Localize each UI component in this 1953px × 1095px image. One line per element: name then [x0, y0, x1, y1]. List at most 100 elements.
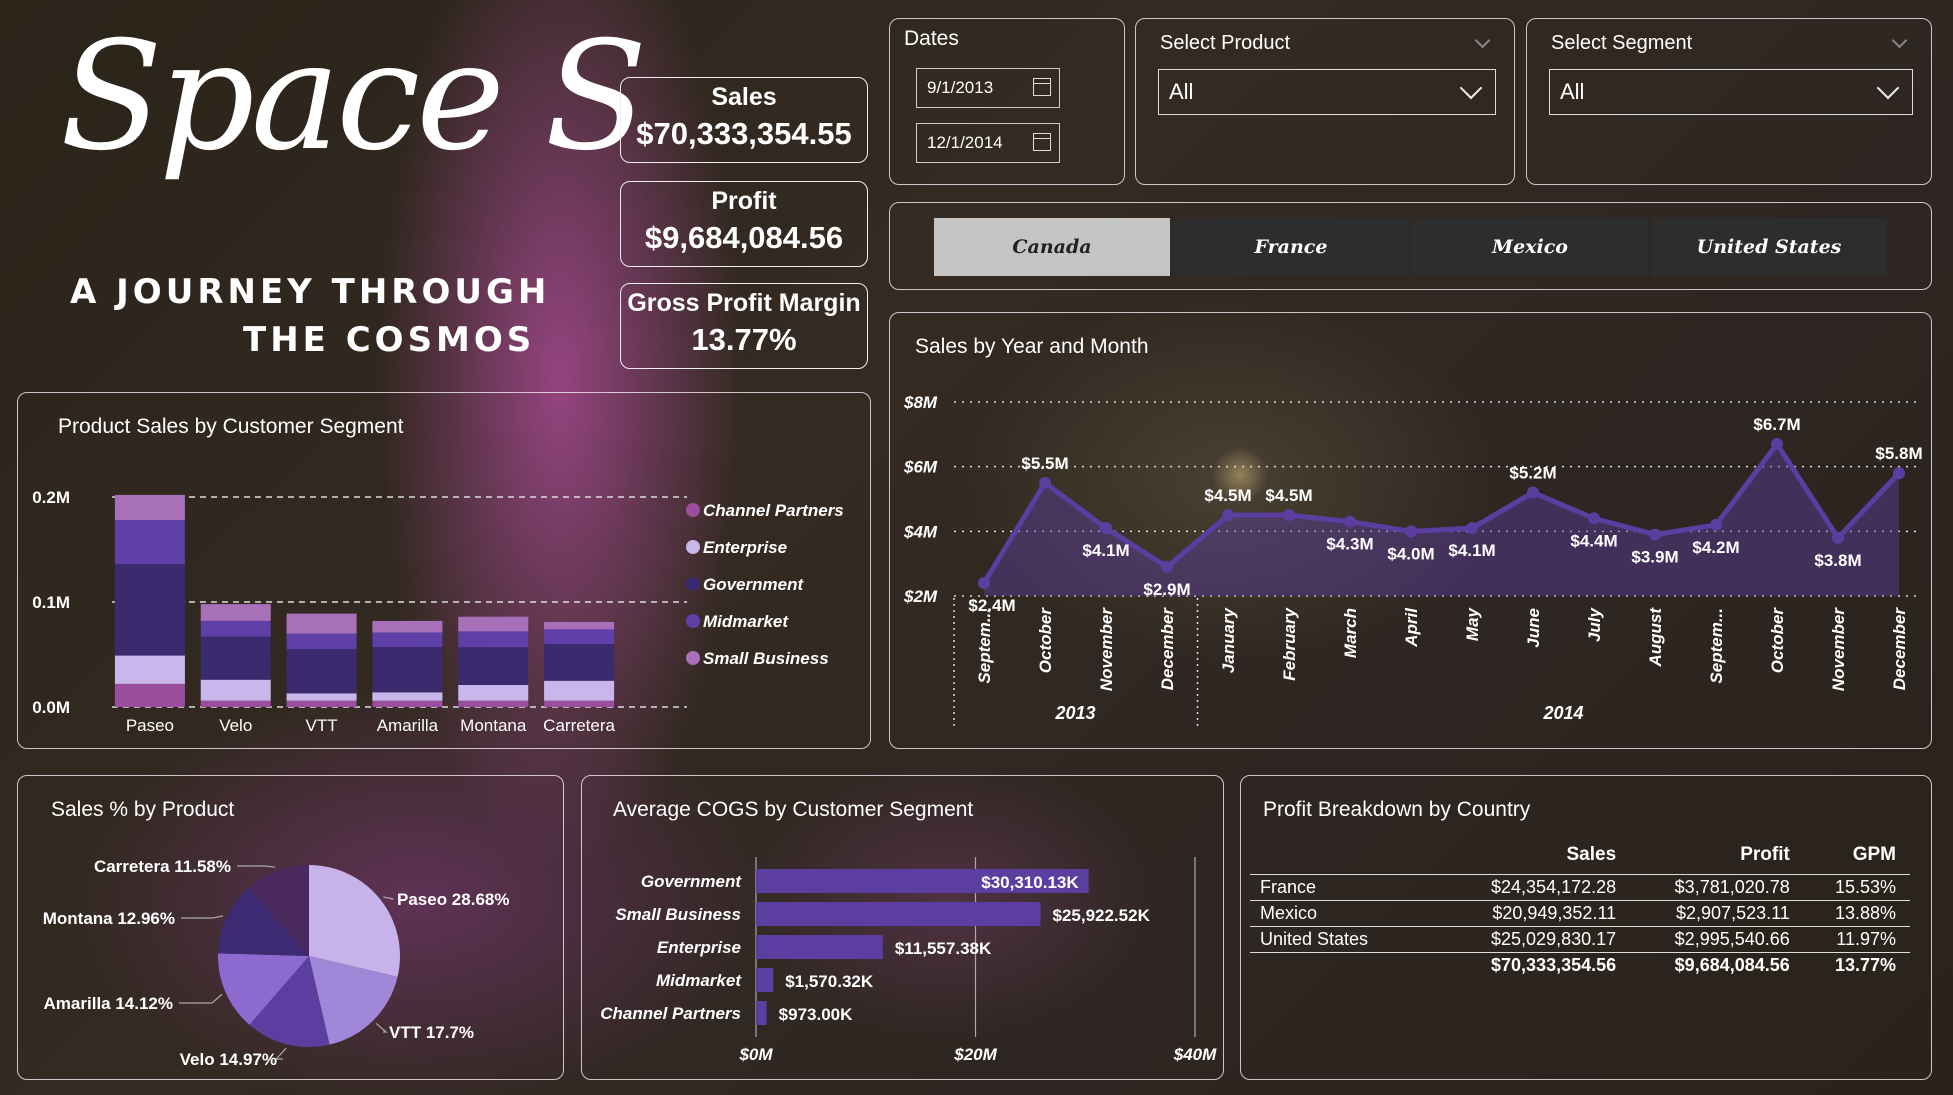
- data-label: $4.5M: [1204, 486, 1251, 505]
- bar-segment: [372, 692, 443, 701]
- bar-segment: [544, 621, 615, 630]
- bar-segment: [286, 649, 357, 694]
- slice-label: Amarilla 14.12%: [44, 994, 173, 1013]
- segment-slicer-title: Select Segment: [1551, 32, 1693, 54]
- table-row: United States $25,029,830.17 $2,995,540.…: [1250, 926, 1910, 953]
- x-tick-label: Velo: [219, 716, 252, 735]
- bar-segment: [372, 700, 443, 707]
- y-tick-label: 0.1M: [32, 593, 70, 612]
- tab-france[interactable]: France: [1173, 218, 1409, 276]
- legend-marker: [686, 614, 700, 628]
- data-label: $4.0M: [1387, 544, 1434, 563]
- chevron-down-icon[interactable]: [1474, 32, 1491, 49]
- bar-segment: [200, 700, 271, 707]
- line-series: [981, 439, 1901, 585]
- bar-segment: [114, 683, 185, 707]
- bar-segment: [200, 604, 271, 621]
- category-label: Enterprise: [657, 938, 741, 957]
- data-point: [1893, 467, 1905, 480]
- data-label: $1,570.32K: [785, 972, 874, 991]
- data-point: [1466, 522, 1478, 535]
- pie-slice: [309, 865, 401, 977]
- bar-segment: [458, 616, 529, 632]
- legend-label: Small Business: [703, 649, 829, 668]
- y-tick-label: $8M: [903, 393, 938, 412]
- segment-dropdown[interactable]: All: [1549, 69, 1913, 115]
- sales-pct-title: Sales % by Product: [51, 798, 235, 821]
- product-slicer: Select Product All: [1135, 18, 1515, 185]
- data-label: $4.2M: [1692, 538, 1739, 557]
- tab-mexico[interactable]: Mexico: [1412, 218, 1648, 276]
- calendar-icon[interactable]: [1033, 133, 1051, 151]
- bar-segment: [114, 494, 185, 521]
- slice-label: Montana 12.96%: [43, 909, 175, 928]
- bar-segment: [458, 631, 529, 648]
- area-fill: [984, 444, 1899, 596]
- x-tick-label: October: [1036, 607, 1055, 674]
- chevron-down-icon[interactable]: [1876, 76, 1900, 100]
- calendar-icon[interactable]: [1033, 78, 1051, 96]
- data-point: [1405, 525, 1417, 538]
- table-cell: United States: [1250, 926, 1444, 953]
- legend-marker: [686, 540, 700, 554]
- bar: [756, 902, 1041, 926]
- x-tick-label: November: [1097, 607, 1116, 692]
- end-date-value: 12/1/2014: [927, 133, 1003, 152]
- kpi-gpm-label: Gross Profit Margin: [627, 289, 861, 317]
- logo-script: Space S: [60, 10, 647, 184]
- table-cell: 15.53%: [1803, 874, 1910, 901]
- kpi-gpm-card: Gross Profit Margin 13.77%: [620, 283, 868, 369]
- x-tick-label: Paseo: [126, 716, 174, 735]
- table-header[interactable]: Sales: [1566, 844, 1617, 865]
- table-cell: 11.97%: [1803, 926, 1910, 953]
- data-point: [978, 577, 990, 590]
- profit-breakdown-title: Profit Breakdown by Country: [1263, 798, 1531, 821]
- table-total-row: $70,333,354.56 $9,684,084.56 13.77%: [1250, 952, 1910, 978]
- data-label: $4.3M: [1326, 535, 1373, 554]
- data-point: [1100, 522, 1112, 535]
- slice-label: Velo 14.97%: [180, 1050, 277, 1069]
- bar-segment: [114, 520, 185, 565]
- legend-label: Channel Partners: [703, 501, 844, 520]
- leader-line: [274, 1047, 287, 1060]
- x-tick-label: January: [1219, 606, 1238, 673]
- table-cell: $3,781,020.78: [1630, 874, 1804, 901]
- data-point: [1222, 509, 1234, 522]
- table-header[interactable]: Profit: [1740, 844, 1790, 865]
- kpi-profit-value: $9,684,084.56: [644, 220, 844, 255]
- table-cell: $70,333,354.56: [1444, 952, 1631, 978]
- product-dropdown[interactable]: All: [1158, 69, 1496, 115]
- legend-label: Enterprise: [703, 538, 787, 557]
- bar-segment: [458, 647, 529, 685]
- segment-slicer: Select Segment All: [1526, 18, 1932, 185]
- pie-slice: [218, 888, 309, 956]
- sales-by-month-title: Sales by Year and Month: [915, 335, 1149, 358]
- avg-cogs-panel: Average COGS by Customer Segment: [581, 775, 1224, 1080]
- tab-canada[interactable]: Canada: [934, 218, 1170, 276]
- tab-united-states[interactable]: United States: [1651, 218, 1887, 276]
- data-point: [1771, 438, 1783, 451]
- x-tick-label: $0M: [738, 1045, 773, 1064]
- data-label: $30,310.13K: [981, 873, 1079, 892]
- x-tick-label: December: [1890, 607, 1909, 691]
- start-date-value: 9/1/2013: [927, 78, 994, 97]
- x-tick-label: July: [1585, 606, 1604, 642]
- bar-segment: [114, 655, 185, 684]
- bar: [756, 1001, 767, 1025]
- data-label: $4.1M: [1448, 541, 1495, 560]
- bar-segment: [372, 647, 443, 693]
- table-header[interactable]: GPM: [1852, 844, 1896, 865]
- end-date-input[interactable]: 12/1/2014: [916, 123, 1060, 163]
- chevron-down-icon[interactable]: [1459, 76, 1483, 100]
- bar-segment: [286, 693, 357, 701]
- data-label: $25,922.52K: [1052, 906, 1150, 925]
- data-label: $3.8M: [1814, 551, 1861, 570]
- profit-breakdown-table: Sales Profit GPM France $24,354,172.28 $…: [1250, 840, 1910, 978]
- table-cell: France: [1250, 874, 1444, 901]
- table-header-row: Sales Profit GPM: [1250, 840, 1910, 875]
- bar-segment: [200, 636, 271, 680]
- chevron-down-icon[interactable]: [1891, 32, 1908, 49]
- table-cell: $24,354,172.28: [1444, 874, 1631, 901]
- x-tick-label: Carretera: [543, 716, 615, 735]
- start-date-input[interactable]: 9/1/2013: [916, 68, 1060, 108]
